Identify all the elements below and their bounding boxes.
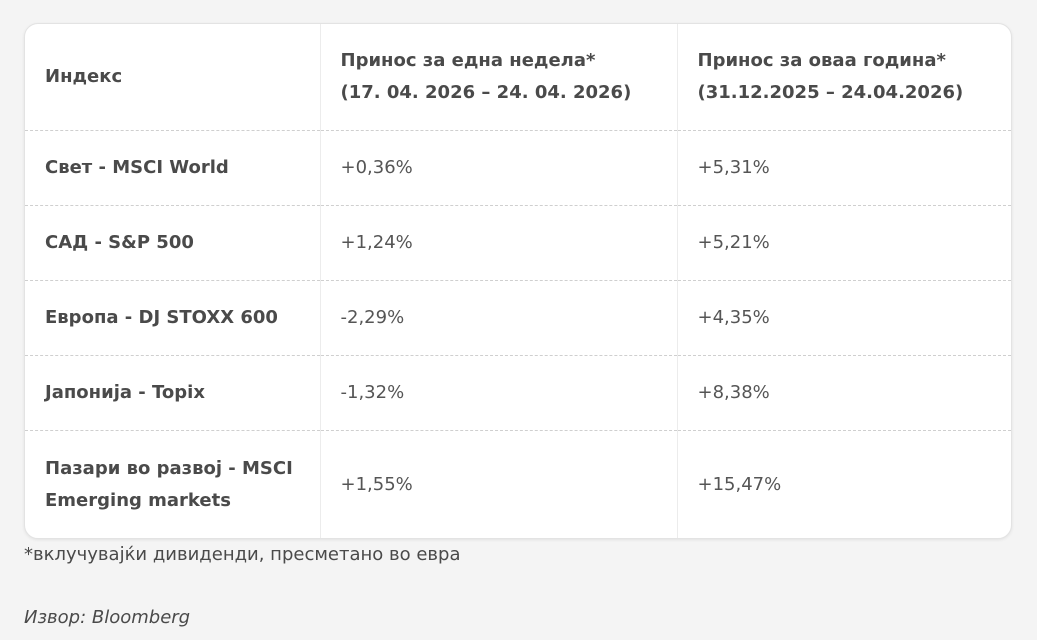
week-return-cell: +1,55% bbox=[319, 430, 677, 538]
week-return-cell: -1,32% bbox=[319, 355, 677, 432]
header-week-label: Принос за една недела* bbox=[340, 49, 596, 71]
header-ytd-period: (31.12.2025 – 24.04.2026) bbox=[697, 81, 964, 103]
index-name-cell: Јапонија - Topix bbox=[25, 355, 320, 432]
header-ytd-label: Принос за оваа година* bbox=[697, 49, 946, 71]
ytd-return-cell: +5,21% bbox=[676, 205, 1011, 281]
header-index-label: Индекс bbox=[45, 65, 123, 87]
table-row: Јапонија - Topix -1,32% +8,38% bbox=[25, 355, 1011, 432]
header-week-period: (17. 04. 2026 – 24. 04. 2026) bbox=[340, 81, 632, 103]
table-row: Европа - DJ STOXX 600 -2,29% +4,35% bbox=[25, 280, 1011, 357]
footnote: *вклучувајќи дивиденди, пресметано во ев… bbox=[24, 544, 461, 565]
index-name-cell: Свет - MSCI World bbox=[25, 130, 320, 206]
returns-table-card: Индекс Принос за една недела* (17. 04. 2… bbox=[24, 23, 1012, 539]
ytd-return-cell: +5,31% bbox=[676, 130, 1011, 206]
index-name-cell: Европа - DJ STOXX 600 bbox=[25, 280, 320, 357]
table-row: САД - S&P 500 +1,24% +5,21% bbox=[25, 205, 1011, 281]
ytd-return-cell: +4,35% bbox=[676, 280, 1011, 357]
table-header-row: Индекс Принос за една недела* (17. 04. 2… bbox=[25, 24, 1011, 131]
header-ytd-return: Принос за оваа година* (31.12.2025 – 24.… bbox=[676, 24, 1011, 131]
header-week-return: Принос за една недела* (17. 04. 2026 – 2… bbox=[319, 24, 677, 131]
header-index: Индекс bbox=[25, 24, 320, 131]
table-row: Свет - MSCI World +0,36% +5,31% bbox=[25, 130, 1011, 206]
table-row: Пазари во развој - MSCI Emerging markets… bbox=[25, 430, 1011, 538]
week-return-cell: +1,24% bbox=[319, 205, 677, 281]
ytd-return-cell: +15,47% bbox=[676, 430, 1011, 538]
week-return-cell: -2,29% bbox=[319, 280, 677, 357]
index-name-cell: САД - S&P 500 bbox=[25, 205, 320, 281]
source-note: Извор: Bloomberg bbox=[24, 607, 191, 628]
week-return-cell: +0,36% bbox=[319, 130, 677, 206]
ytd-return-cell: +8,38% bbox=[676, 355, 1011, 432]
returns-table: Индекс Принос за една недела* (17. 04. 2… bbox=[25, 24, 1011, 538]
index-name-cell: Пазари во развој - MSCI Emerging markets bbox=[45, 457, 293, 511]
